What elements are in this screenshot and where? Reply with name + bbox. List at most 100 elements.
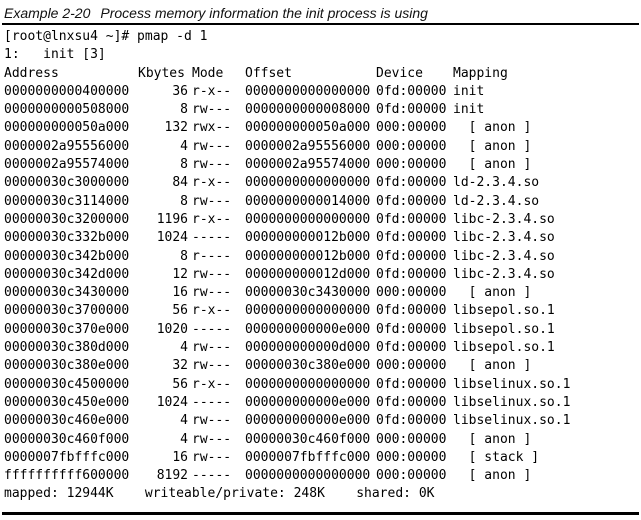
cell-offset: 0000007fbfffc000 bbox=[245, 449, 371, 465]
cell-offset: 000000000012b000 bbox=[245, 248, 371, 264]
cell-mode: r---- bbox=[192, 248, 232, 264]
cell-address: 00000030c460e000 bbox=[4, 413, 130, 429]
cell-device: 0fd:00000 bbox=[376, 211, 447, 227]
table-row: 00000030c450e000 1024 ----- 000000000000e00… bbox=[4, 394, 636, 412]
cell-offset: 00000030c460f000 bbox=[245, 431, 371, 447]
table-row: 00000030c370e000 1020 ----- 000000000000e00… bbox=[4, 321, 636, 339]
header-mapping: Mapping bbox=[453, 65, 508, 81]
cell-mapping: ld-2.3.4.so bbox=[453, 175, 540, 191]
cell-device: 000:00000 bbox=[376, 449, 447, 465]
cell-kbytes: 8192 bbox=[156, 468, 188, 484]
cell-kbytes: 8 bbox=[180, 102, 188, 118]
cell-kbytes: 4 bbox=[180, 431, 188, 447]
cell-device: 000:00000 bbox=[376, 358, 447, 374]
cell-device: 0fd:00000 bbox=[376, 193, 447, 209]
table-row: 00000030c3200000 1196 r-x-- 000000000000000… bbox=[4, 211, 636, 229]
cell-mode: r-x-- bbox=[192, 175, 232, 191]
caption-title: Process memory information the init proc… bbox=[100, 5, 428, 21]
cell-offset: 0000002a95556000 bbox=[245, 138, 371, 154]
cell-mapping: libselinux.so.1 bbox=[453, 413, 571, 429]
cell-device: 0fd:00000 bbox=[376, 83, 447, 99]
header-mode: Mode bbox=[192, 65, 224, 81]
table-row: 00000030c3114000 8 rw--- 0000000000014000 0f… bbox=[4, 193, 636, 211]
cell-offset: 0000000000000000 bbox=[245, 303, 371, 319]
cell-mode: ----- bbox=[192, 321, 232, 337]
top-rule bbox=[2, 23, 639, 25]
table-row: 00000030c332b000 1024 ----- 000000000012b00… bbox=[4, 229, 636, 247]
cell-kbytes: 16 bbox=[172, 285, 188, 301]
table-row: 00000030c342d000 12 rw--- 000000000012d000 0… bbox=[4, 266, 636, 284]
caption-number: Example 2-20 bbox=[4, 5, 91, 21]
header-kbytes: Kbytes bbox=[138, 65, 185, 81]
header-offset: Offset bbox=[245, 65, 292, 81]
cell-mode: ----- bbox=[192, 468, 232, 484]
cell-offset: 00000030c380e000 bbox=[245, 358, 371, 374]
cell-device: 000:00000 bbox=[376, 138, 447, 154]
header-address: Address bbox=[4, 65, 59, 81]
cell-offset: 00000030c3430000 bbox=[245, 285, 371, 301]
cell-device: 0fd:00000 bbox=[376, 303, 447, 319]
table-row: 0000007fbfffc000 16 rw--- 0000007fbfffc000 0… bbox=[4, 449, 636, 467]
cell-offset: 0000000000000000 bbox=[245, 175, 371, 191]
cell-kbytes: 4 bbox=[180, 413, 188, 429]
cell-mode: rw--- bbox=[192, 266, 232, 282]
cell-mapping: [ stack ] bbox=[453, 449, 540, 465]
cell-mapping: libsepol.so.1 bbox=[453, 321, 555, 337]
table-row: 00000030c380d000 4 rw--- 000000000000d000 0f… bbox=[4, 339, 636, 357]
cell-offset: 000000000000e000 bbox=[245, 413, 371, 429]
table-row: 00000030c3430000 16 rw--- 00000030c3430000 0… bbox=[4, 284, 636, 302]
cell-mapping: libsepol.so.1 bbox=[453, 340, 555, 356]
cell-kbytes: 84 bbox=[172, 175, 188, 191]
cell-mapping: init bbox=[453, 83, 485, 99]
table-row: 0000002a95556000 4 rw--- 0000002a95556000 00… bbox=[4, 138, 636, 156]
cell-device: 0fd:00000 bbox=[376, 175, 447, 191]
cell-address: 00000030c370e000 bbox=[4, 321, 130, 337]
cell-device: 000:00000 bbox=[376, 120, 447, 136]
cell-kbytes: 12 bbox=[172, 266, 188, 282]
cell-kbytes: 36 bbox=[172, 83, 188, 99]
cell-kbytes: 8 bbox=[180, 193, 188, 209]
cell-kbytes: 132 bbox=[164, 120, 188, 136]
cell-address: 00000030c450e000 bbox=[4, 394, 130, 410]
table-row: 0000000000400000 36 r-x-- 0000000000000000 0… bbox=[4, 83, 636, 101]
cell-address: 00000030c4500000 bbox=[4, 376, 130, 392]
cell-mode: rw--- bbox=[192, 340, 232, 356]
cell-mapping: libc-2.3.4.so bbox=[453, 230, 555, 246]
cell-kbytes: 4 bbox=[180, 138, 188, 154]
table-row: 00000030c460e000 4 rw--- 000000000000e000 0f… bbox=[4, 412, 636, 430]
cell-mode: r-x-- bbox=[192, 303, 232, 319]
cell-device: 0fd:00000 bbox=[376, 266, 447, 282]
cell-mapping: [ anon ] bbox=[453, 285, 532, 301]
cell-mode: rw--- bbox=[192, 413, 232, 429]
cell-device: 0fd:00000 bbox=[376, 102, 447, 118]
table-row: 0000002a95574000 8 rw--- 0000002a95574000 00… bbox=[4, 156, 636, 174]
cell-kbytes: 1020 bbox=[156, 321, 188, 337]
cell-mode: rw--- bbox=[192, 193, 232, 209]
cell-device: 000:00000 bbox=[376, 431, 447, 447]
table-row: 00000030c342b000 8 r---- 000000000012b000 0f… bbox=[4, 248, 636, 266]
cell-mapping: [ anon ] bbox=[453, 468, 532, 484]
table-row: 00000030c460f000 4 rw--- 00000030c460f000 00… bbox=[4, 431, 636, 449]
summary-line: mapped: 12944K writeable/private: 248K s… bbox=[4, 486, 435, 502]
cell-device: 0fd:00000 bbox=[376, 248, 447, 264]
cell-mapping: [ anon ] bbox=[453, 431, 532, 447]
cell-mapping: libc-2.3.4.so bbox=[453, 211, 555, 227]
cell-offset: 0000002a95574000 bbox=[245, 157, 371, 173]
cell-kbytes: 1196 bbox=[156, 211, 188, 227]
cell-offset: 000000000000e000 bbox=[245, 394, 371, 410]
cell-address: 000000000050a000 bbox=[4, 120, 130, 136]
table-row: 000000000050a000 132 rwx-- 000000000050a000… bbox=[4, 119, 636, 137]
cell-mapping: libselinux.so.1 bbox=[453, 376, 571, 392]
cell-device: 000:00000 bbox=[376, 157, 447, 173]
cell-kbytes: 8 bbox=[180, 157, 188, 173]
table-row: ffffffffff600000 8192 ----- 000000000000000… bbox=[4, 467, 636, 485]
cell-address: 00000030c460f000 bbox=[4, 431, 130, 447]
table-row: 0000000000508000 8 rw--- 0000000000008000 0f… bbox=[4, 101, 636, 119]
table-header: Address Kbytes Mode Offset Device Mappin… bbox=[4, 65, 636, 83]
cell-address: ffffffffff600000 bbox=[4, 468, 130, 484]
cell-kbytes: 8 bbox=[180, 248, 188, 264]
cell-mode: r-x-- bbox=[192, 376, 232, 392]
cell-mode: rw--- bbox=[192, 449, 232, 465]
cell-offset: 0000000000000000 bbox=[245, 83, 371, 99]
cell-mapping: [ anon ] bbox=[453, 138, 532, 154]
